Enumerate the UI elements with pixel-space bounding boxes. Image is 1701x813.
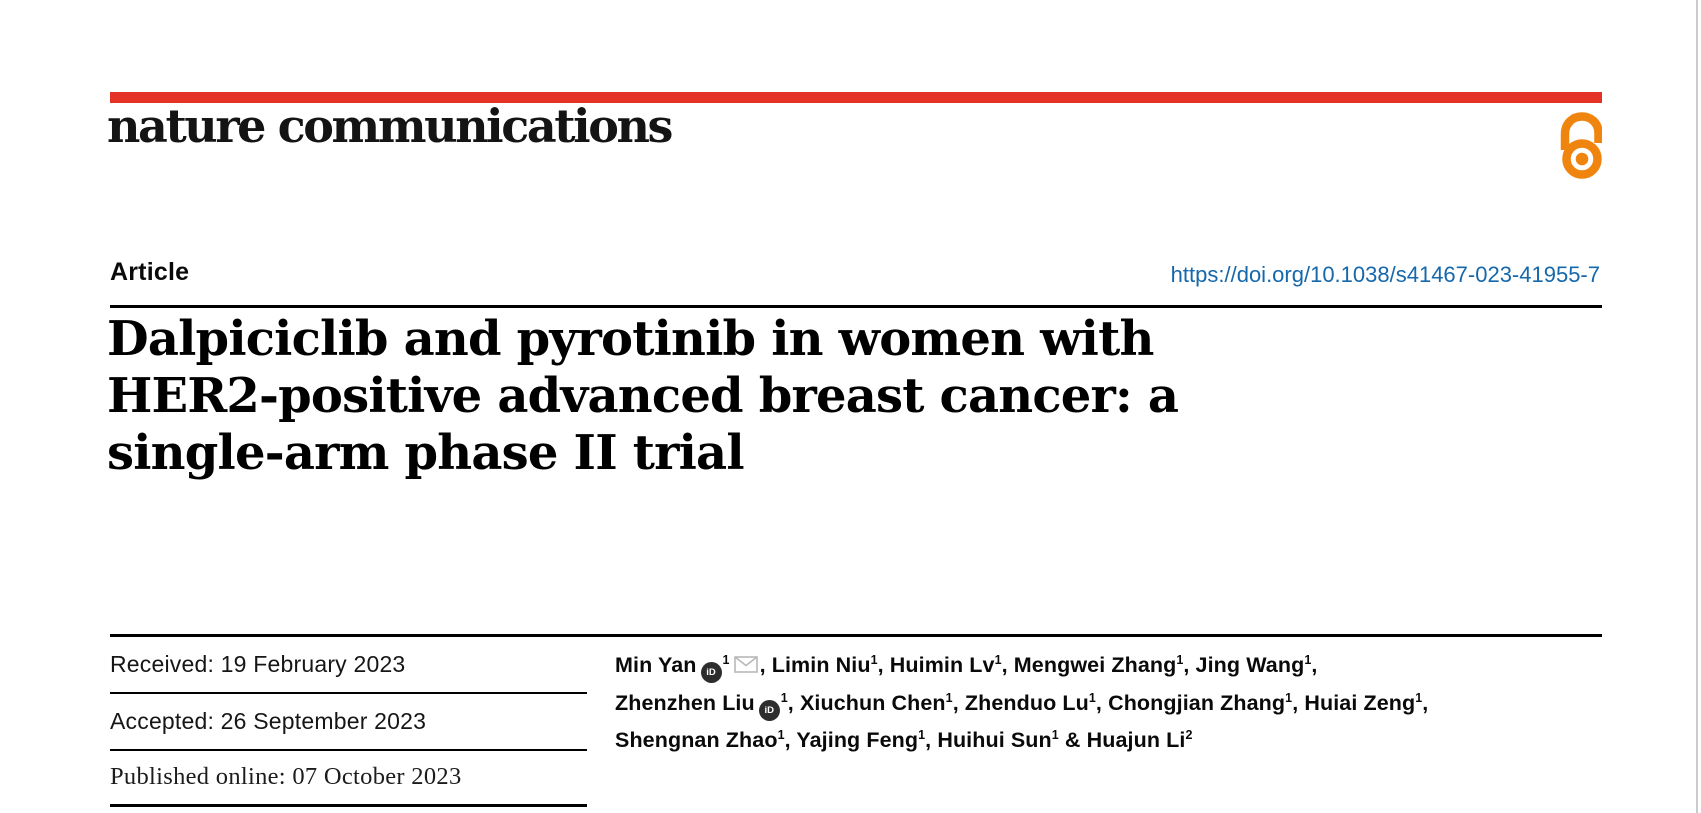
author-name-text: , Mengwei Zhang: [1001, 653, 1177, 677]
page-edge-border: [1696, 0, 1698, 813]
author-name-text: , Chongjian Zhang: [1095, 691, 1286, 715]
page-title-line: Dalpiciclib and pyrotinib in women with: [107, 311, 1154, 367]
author-line: Zhenzhen Liu iD1, Xiuchun Chen1, Zhenduo …: [615, 685, 1515, 722]
dates-divider-rule: [110, 749, 587, 751]
dates-divider-rule: [110, 692, 587, 694]
affiliation-superscript: 1: [994, 652, 1002, 667]
page-title-line: HER2-positive advanced breast cancer: a: [107, 368, 1179, 424]
author-name-text: , Yajing Feng: [784, 728, 919, 752]
author-name-text: ,: [1311, 653, 1318, 677]
affiliation-superscript: 1: [945, 690, 953, 705]
author-name-text: ,: [1422, 691, 1429, 715]
affiliation-superscript: 1: [1415, 690, 1423, 705]
dates-bottom-rule: [110, 804, 587, 807]
affiliation-superscript: 1: [722, 652, 730, 667]
published-date: Published online: 07 October 2023: [110, 763, 462, 790]
author-line: Min Yan iD1, Limin Niu1, Huimin Lv1, Meng…: [615, 647, 1515, 685]
affiliation-superscript: 1: [780, 690, 788, 705]
author-name-text: & Huajun Li: [1058, 728, 1186, 752]
author-name-text: Min Yan: [615, 653, 697, 677]
author-name-text: , Huihui Sun: [925, 728, 1052, 752]
affiliation-superscript: 1: [1304, 652, 1312, 667]
author-name-text: Shengnan Zhao: [615, 728, 778, 752]
open-access-icon: [1556, 110, 1603, 185]
brand-red-bar: [110, 92, 1602, 103]
affiliation-superscript: 2: [1185, 727, 1193, 742]
affiliation-superscript: 1: [870, 652, 878, 667]
envelope-icon[interactable]: [733, 648, 758, 685]
article-type-label: Article: [110, 258, 190, 286]
author-name-text: , Limin Niu: [759, 653, 871, 677]
accepted-date: Accepted: 26 September 2023: [110, 708, 427, 734]
doi-link[interactable]: https://doi.org/10.1038/s41467-023-41955…: [1170, 262, 1600, 287]
page-title-line: single-arm phase II trial: [107, 425, 745, 481]
orcid-icon[interactable]: iD: [758, 700, 780, 721]
metadata-top-rule: [110, 634, 1602, 637]
orcid-icon[interactable]: iD: [700, 662, 722, 683]
affiliation-superscript: 1: [1285, 690, 1293, 705]
affiliation-superscript: 1: [1088, 690, 1096, 705]
header-divider-rule: [110, 305, 1602, 308]
affiliation-superscript: 1: [777, 727, 785, 742]
author-name-text: , Zhenduo Lu: [952, 691, 1089, 715]
received-date: Received: 19 February 2023: [110, 651, 406, 677]
journal-logo: nature communications: [107, 99, 673, 153]
author-line: Shengnan Zhao1, Yajing Feng1, Huihui Sun…: [615, 722, 1515, 759]
author-name-text: , Huimin Lv: [877, 653, 995, 677]
author-name-text: Zhenzhen Liu: [615, 691, 755, 715]
author-name-text: , Huiai Zeng: [1292, 691, 1416, 715]
page-title: Dalpiciclib and pyrotinib in women with …: [107, 311, 1527, 482]
affiliation-superscript: 1: [1051, 727, 1059, 742]
affiliation-superscript: 1: [918, 727, 926, 742]
affiliation-superscript: 1: [1176, 652, 1184, 667]
author-name-text: , Jing Wang: [1183, 653, 1305, 677]
author-block: Min Yan iD1, Limin Niu1, Huimin Lv1, Meng…: [615, 647, 1515, 759]
author-name-text: , Xiuchun Chen: [787, 691, 946, 715]
